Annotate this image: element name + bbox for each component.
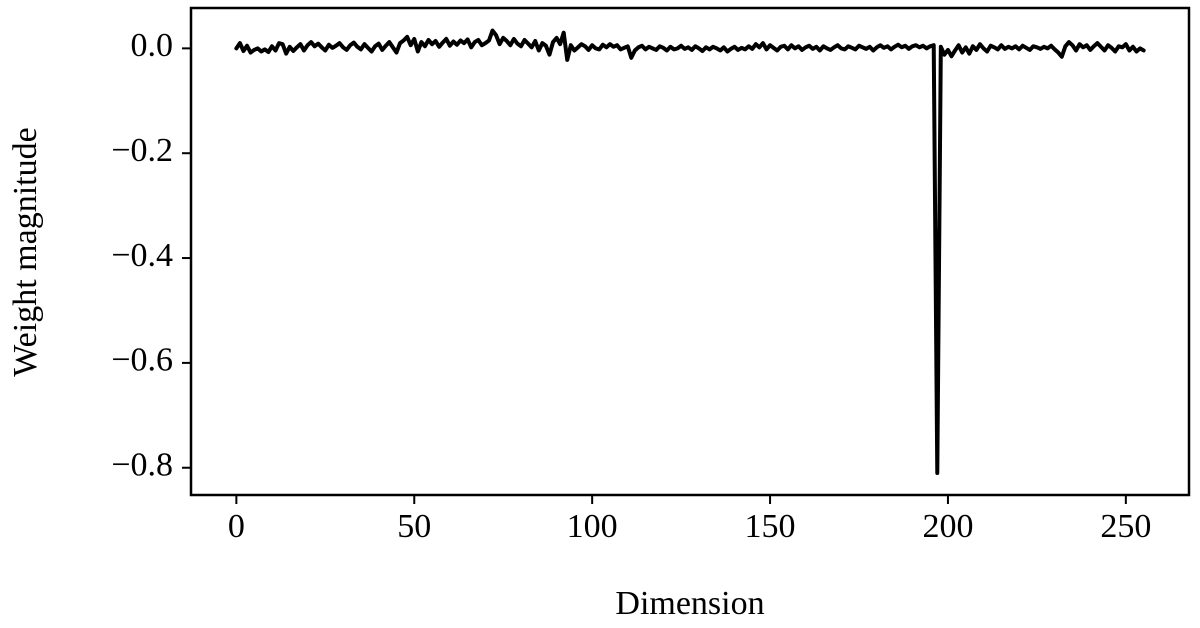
x-tick-label: 50 bbox=[397, 508, 431, 545]
y-tick-label: −0.8 bbox=[111, 447, 173, 484]
x-tick-label: 200 bbox=[922, 508, 973, 545]
y-tick-label: 0.0 bbox=[131, 27, 174, 64]
y-axis-label: Weight magnitude bbox=[7, 127, 44, 376]
y-tick-label: −0.4 bbox=[111, 237, 173, 274]
x-tick-label: 0 bbox=[228, 508, 245, 545]
x-axis-label: Dimension bbox=[615, 585, 764, 622]
y-tick-label: −0.2 bbox=[111, 132, 173, 169]
plot-frame bbox=[189, 6, 1191, 497]
y-tick-label: −0.6 bbox=[111, 342, 173, 379]
x-tick-label: 250 bbox=[1100, 508, 1151, 545]
data-line bbox=[234, 28, 1146, 475]
x-tick-label: 150 bbox=[745, 508, 796, 545]
x-tick-label: 100 bbox=[567, 508, 618, 545]
